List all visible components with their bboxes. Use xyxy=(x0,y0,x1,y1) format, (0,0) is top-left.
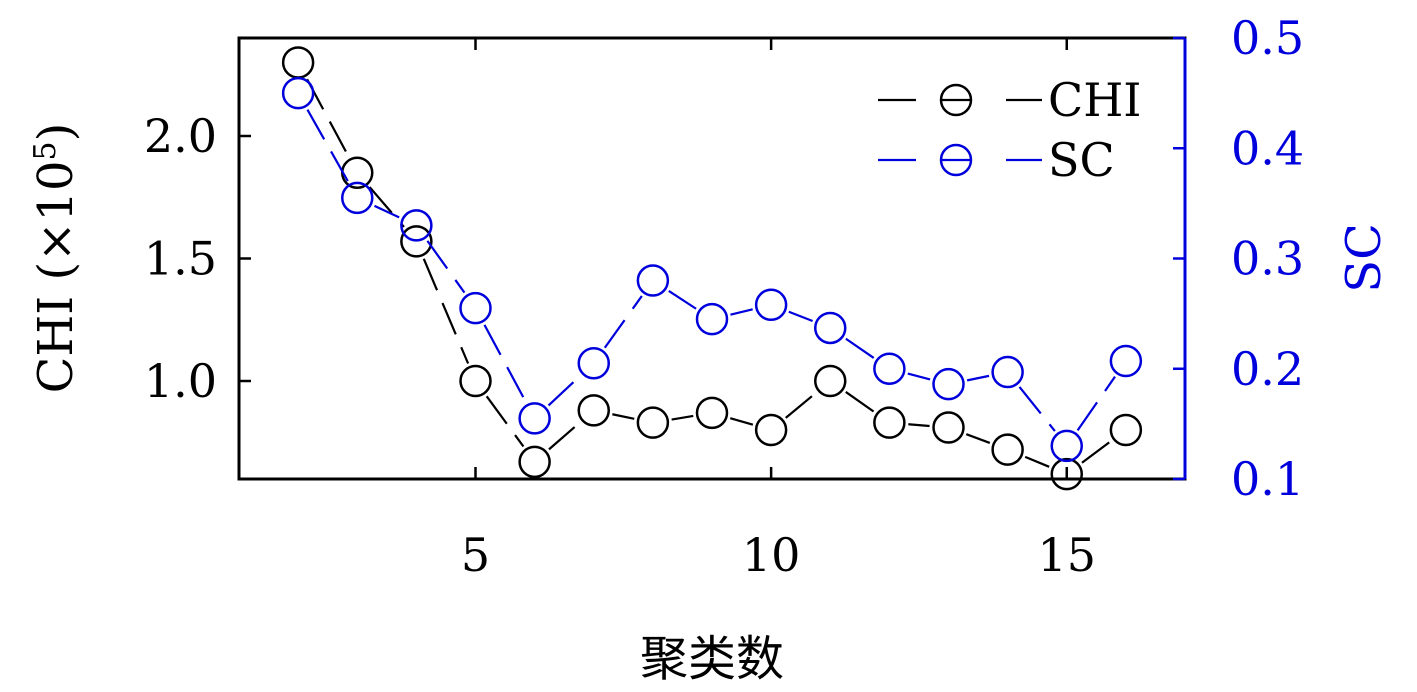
x-tick-label: 10 xyxy=(742,528,801,582)
chi-point xyxy=(873,406,906,439)
y-right-axis-title: SC xyxy=(1336,223,1392,293)
sc-point xyxy=(636,264,670,297)
chi-line-segment xyxy=(845,391,875,413)
sc-point xyxy=(341,181,374,215)
chi-line-segment xyxy=(965,433,991,444)
chi-point xyxy=(400,225,433,258)
sc-point xyxy=(577,346,610,380)
legend: CHI SC xyxy=(878,73,1141,187)
y-right-tick-label: 0.3 xyxy=(1231,232,1304,286)
x-axis-title: 聚类数 xyxy=(640,631,784,687)
chi-point xyxy=(518,445,551,479)
sc-point xyxy=(873,352,906,385)
sc-line-segment xyxy=(1018,386,1056,432)
sc-point xyxy=(754,288,788,322)
sc-point xyxy=(814,311,847,345)
sc-line-segment xyxy=(788,310,813,323)
chi-point xyxy=(577,394,610,427)
y-left-title-main: CHI (×10 xyxy=(28,161,84,394)
chi-point xyxy=(695,396,729,430)
chi-point xyxy=(459,364,492,398)
y-right-axis-ticks: 0.1 0.2 0.3 0.4 0.5 xyxy=(1173,11,1304,506)
sc-point xyxy=(281,76,315,110)
sc-line-segment xyxy=(966,374,990,382)
sc-line-segment xyxy=(483,324,527,403)
y-left-axis-title: CHI (×105) xyxy=(28,123,85,394)
chi-line-segment xyxy=(785,392,817,419)
chi-point xyxy=(991,433,1024,466)
sc-line-segment xyxy=(374,204,400,219)
chi-point xyxy=(1109,413,1143,447)
sc-point xyxy=(695,302,729,336)
x-axis-ticks: 5 10 15 xyxy=(461,38,1096,582)
chi-line-segment xyxy=(908,423,930,428)
y-left-tick-label: 1.5 xyxy=(144,232,217,286)
sc-line-segment xyxy=(603,295,643,349)
chi-line-segment xyxy=(422,258,470,364)
chi-line-segment xyxy=(368,186,405,228)
series-layer xyxy=(281,46,1143,491)
sc-line-segment xyxy=(426,240,466,294)
sc-line-segment xyxy=(730,308,753,316)
sc-line-segment xyxy=(845,337,875,359)
chi-point xyxy=(636,406,670,439)
sc-line-segment xyxy=(547,375,581,407)
y-left-tick-label: 2.0 xyxy=(144,109,217,163)
y-left-tick-label: 1.0 xyxy=(144,354,217,408)
chi-line-segment xyxy=(548,422,581,451)
y-left-axis-ticks: 1.0 1.5 2.0 xyxy=(144,109,251,408)
sc-line-segment xyxy=(1076,375,1116,431)
sc-line-segment xyxy=(668,290,697,310)
sc-line-segment xyxy=(907,372,931,381)
y-left-title-close: ) xyxy=(28,123,84,142)
chi-line-segment xyxy=(1081,440,1112,464)
sc-point xyxy=(991,355,1024,389)
chi-line-segment xyxy=(1024,455,1050,468)
y-right-tick-label: 0.2 xyxy=(1231,342,1304,396)
sc-point xyxy=(1050,429,1083,463)
y-right-tick-label: 0.4 xyxy=(1231,121,1304,175)
chi-line-segment xyxy=(612,413,635,420)
sc-point xyxy=(932,367,965,401)
sc-point xyxy=(1109,344,1143,378)
chi-line-segment xyxy=(485,395,525,448)
chi-point xyxy=(281,46,315,79)
legend-sc-label: SC xyxy=(1048,133,1115,187)
chi-point xyxy=(754,413,788,447)
chi-point xyxy=(1050,457,1083,491)
x-tick-label: 15 xyxy=(1037,528,1096,582)
y-right-tick-label: 0.5 xyxy=(1231,11,1304,65)
chi-line-segment xyxy=(729,417,754,426)
y-left-title-sup: 5 xyxy=(28,141,63,160)
y-right-tick-label: 0.1 xyxy=(1231,452,1304,506)
sc-line-segment xyxy=(306,109,349,182)
chi-line-segment xyxy=(671,414,694,421)
x-tick-label: 5 xyxy=(461,528,490,582)
legend-chi-label: CHI xyxy=(1048,73,1141,127)
plot-frame xyxy=(237,36,1187,481)
chi-point xyxy=(814,364,847,398)
chi-point xyxy=(932,411,965,444)
sc-point xyxy=(459,291,492,325)
sc-point xyxy=(518,402,551,435)
sc-point xyxy=(400,209,433,242)
